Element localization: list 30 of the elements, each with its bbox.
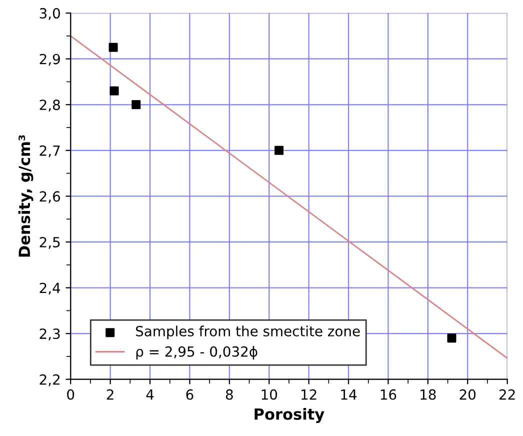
y-tick-label: 2,5 (40, 236, 60, 249)
x-tick-label: 18 (420, 389, 436, 400)
point (110, 86, 119, 96)
x-tick-label: 2 (106, 389, 114, 400)
y-axis-title: Density, g/cm³ (18, 135, 34, 257)
x-tick-label: 20 (460, 389, 476, 400)
y-tick-label: 2,8 (40, 100, 60, 112)
y-tick-label: 2,2 (40, 374, 60, 386)
x-tick-label: 6 (186, 389, 194, 400)
x-tick-label: 8 (226, 389, 233, 400)
y-tick-label: 2,9 (40, 54, 60, 66)
point (274, 146, 284, 155)
y-tick-label: 2,4 (40, 282, 60, 295)
legend-label: Samples from the smectite zone (136, 326, 360, 340)
x-tick-label: 4 (146, 389, 154, 400)
y-tick-label: 2,6 (40, 191, 60, 204)
y-tick-label: 2,7 (40, 145, 60, 158)
x-tick-label: 14 (341, 389, 357, 400)
legend-label: ρ = 2,95 - 0,032ϕ (136, 346, 258, 360)
point (108, 42, 118, 52)
x-tick-label: 12 (301, 389, 316, 400)
y-tick-label: 2,3 (40, 328, 60, 340)
x-tick-label: 22 (499, 389, 515, 400)
x-axis-title: Porosity (254, 408, 324, 423)
point (132, 100, 141, 110)
x-tick-label: 16 (380, 389, 396, 400)
x-tick-label: 10 (262, 389, 278, 400)
y-tick-label: 3,0 (40, 8, 60, 20)
point (447, 334, 456, 343)
x-tick-label: 0 (67, 389, 74, 400)
